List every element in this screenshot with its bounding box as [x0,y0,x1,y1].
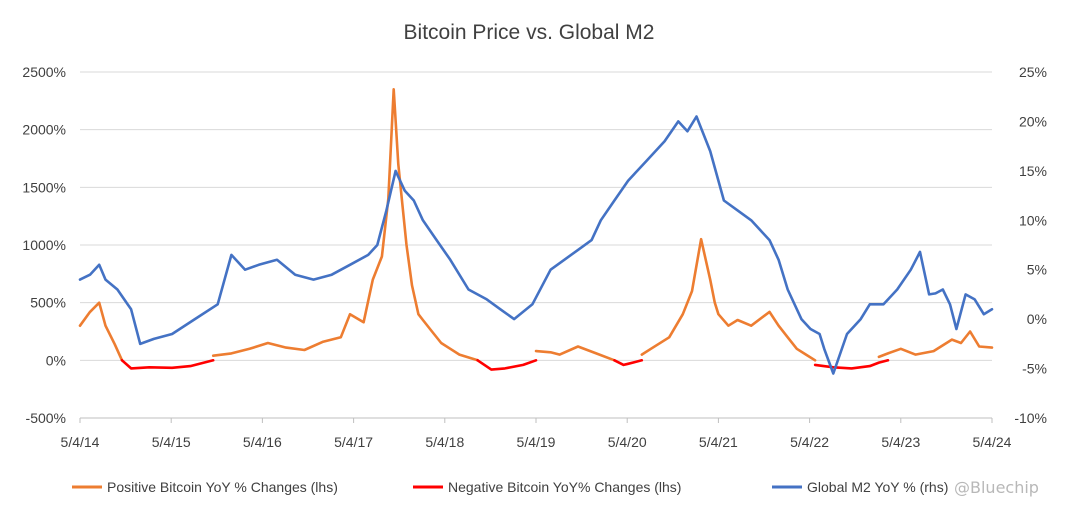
x-tick-label: 5/4/16 [243,434,282,450]
y-right-tick-label: 5% [1027,262,1047,278]
y-left-tick-label: 2000% [22,122,66,138]
series-lines [78,88,994,375]
y-left-tick-label: 1000% [22,237,66,253]
y-right-tick-label: -10% [1014,410,1047,426]
legend-label-1: Positive Bitcoin YoY % Changes (lhs) [107,479,338,495]
legend-label-2: Negative Bitcoin YoY% Changes (lhs) [448,479,681,495]
x-tick-label: 5/4/21 [699,434,738,450]
x-tick-label: 5/4/19 [517,434,556,450]
left-axis-ticks: 2500% 2000% 1500% 1000% 500% 0% -500% [22,64,66,426]
y-right-tick-label: 20% [1019,113,1047,129]
watermark: @Bluechip [954,478,1039,497]
y-left-tick-label: 1500% [22,179,66,195]
x-tick-label: 5/4/20 [608,434,647,450]
series-line-2 [120,359,890,371]
y-right-tick-label: 25% [1019,64,1047,80]
legend: Positive Bitcoin YoY % Changes (lhs) Nega… [72,479,948,495]
series-line-3 [78,115,994,375]
legend-label-3: Global M2 YoY % (rhs) [807,479,948,495]
y-right-tick-label: -5% [1022,361,1047,377]
gridlines [80,71,992,361]
x-tick-label: 5/4/23 [881,434,920,450]
right-axis-ticks: 25% 20% 15% 10% 5% 0% -5% -10% [1014,64,1047,426]
chart-title: Bitcoin Price vs. Global M2 [404,21,655,44]
x-axis-ticks: 5/4/14 5/4/15 5/4/16 5/4/17 5/4/18 5/4/19 5/4/… [61,418,1012,450]
y-left-tick-label: 500% [30,295,66,311]
x-tick-label: 5/4/22 [790,434,829,450]
x-tick-label: 5/4/15 [152,434,191,450]
y-right-tick-label: 0% [1027,311,1047,327]
y-left-tick-label: 0% [46,352,66,368]
y-right-tick-label: 15% [1019,163,1047,179]
x-tick-label: 5/4/17 [334,434,373,450]
y-left-tick-label: 2500% [22,64,66,80]
x-tick-label: 5/4/14 [61,434,100,450]
x-tick-label: 5/4/18 [425,434,464,450]
x-tick-label: 5/4/24 [973,434,1012,450]
y-left-tick-label: -500% [26,410,66,426]
y-right-tick-label: 10% [1019,212,1047,228]
series-line-1 [78,88,994,362]
